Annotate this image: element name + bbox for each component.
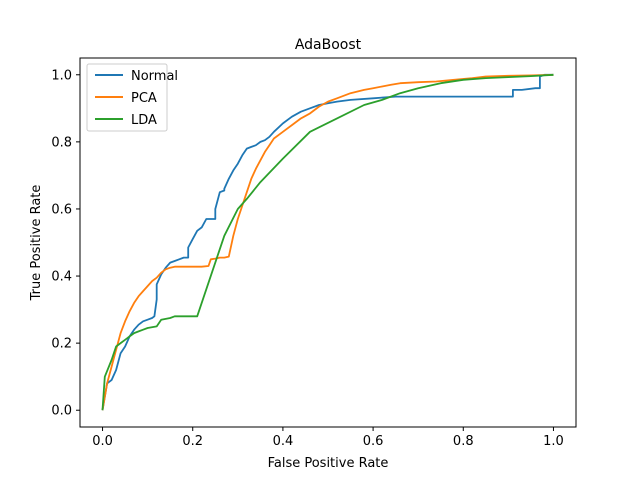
x-tick-label: 0.2	[182, 434, 203, 449]
y-tick-label: 0.4	[51, 270, 72, 285]
legend-label-lda: LDA	[131, 113, 157, 128]
chart-title: AdaBoost	[295, 37, 362, 53]
legend-box	[86, 63, 168, 132]
y-axis-label: True Positive Rate	[29, 185, 44, 302]
plot-frame	[79, 57, 577, 428]
y-tick-label: 0.8	[51, 135, 72, 150]
series-line-pca	[101, 73, 554, 411]
y-tick-label: 0.2	[51, 337, 72, 352]
y-axis-ticks: 0.0 0.2 0.4 0.6 0.8 1.0	[51, 68, 80, 419]
x-tick-label: 0.8	[453, 434, 474, 449]
legend-label-normal: Normal	[131, 69, 178, 84]
x-tick-label: 0.0	[92, 434, 113, 449]
legend-label-pca: PCA	[131, 91, 157, 106]
x-tick-label: 1.0	[543, 434, 564, 449]
x-tick-label: 0.4	[273, 434, 294, 449]
y-tick-label: 0.0	[51, 404, 72, 419]
series-line-normal	[101, 73, 554, 411]
x-axis-label: False Positive Rate	[268, 456, 389, 471]
legend: Normal PCA LDA	[86, 63, 178, 132]
plot-lines	[101, 73, 554, 411]
x-tick-label: 0.6	[363, 434, 384, 449]
series-line-lda	[101, 73, 554, 411]
y-tick-label: 1.0	[51, 68, 72, 83]
x-axis-ticks: 0.0 0.2 0.4 0.6 0.8 1.0	[92, 427, 564, 449]
y-tick-label: 0.6	[51, 202, 72, 217]
